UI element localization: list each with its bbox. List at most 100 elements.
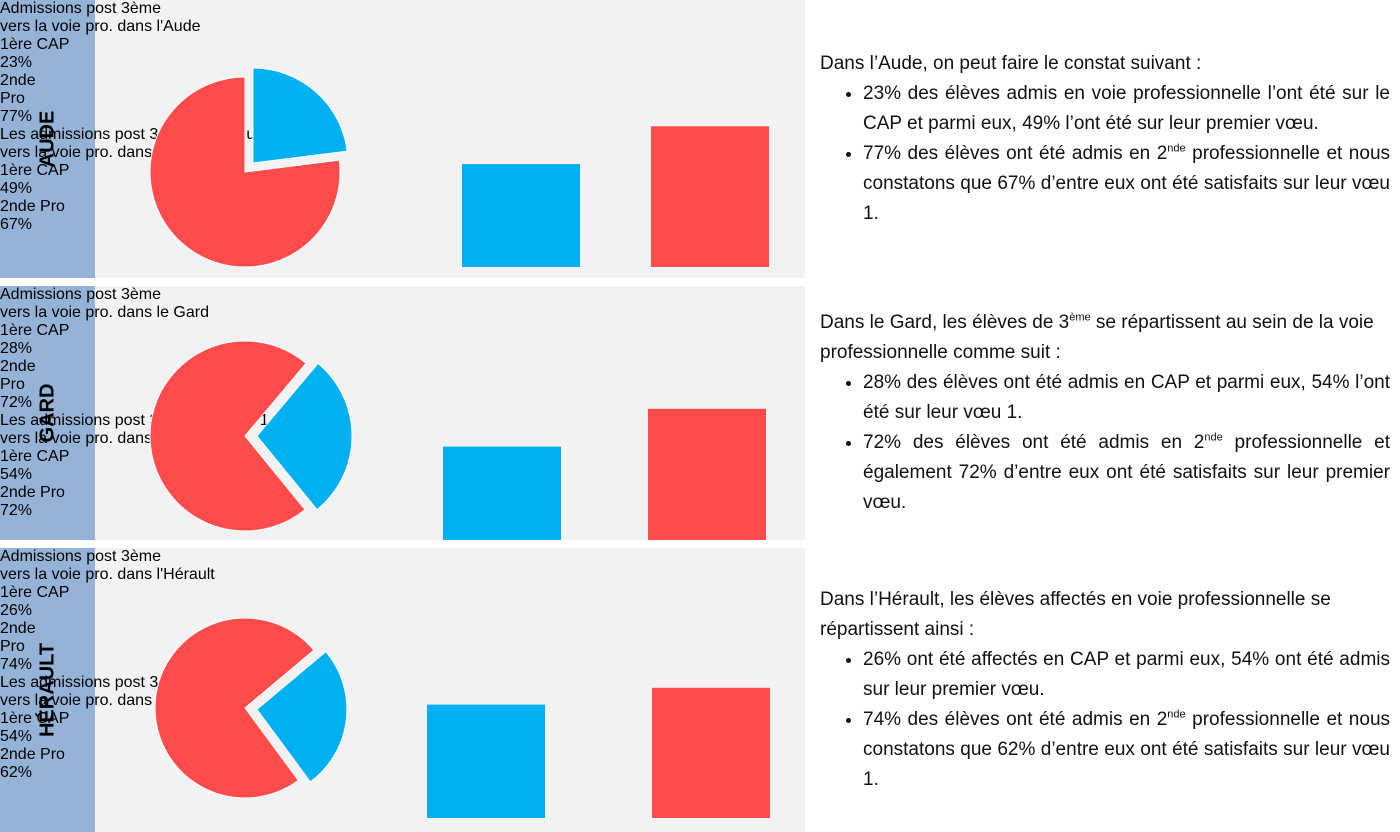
bar — [651, 126, 769, 267]
value-label: 49% — [0, 180, 33, 197]
charts: Admissions post 3ème vers la voie pro. da… — [0, 0, 805, 278]
text-run: se répartissent au sein de la voie profe… — [820, 312, 1374, 363]
text-run: 23% des élèves admis en voie professionn… — [863, 83, 1390, 134]
commentary: Dans l’Hérault, les élèves affectés en v… — [805, 548, 1390, 832]
category-label: 1ère CAP — [0, 448, 70, 465]
chart-title: Admissions post 3ème vers la voie pro. da… — [0, 286, 805, 322]
chart-title-line: vers la voie pro. dans l'Aude — [0, 144, 201, 161]
value-label: 54% — [0, 728, 33, 745]
category-label: 1ère CAP — [0, 584, 70, 601]
category-label: 2nde Pro — [0, 746, 65, 763]
pie-slice — [149, 76, 341, 268]
text-run: 74% des élèves ont été admis en 2 — [863, 709, 1168, 730]
data-label: 1ère CAP 26% — [0, 584, 70, 620]
charts-svg — [154, 617, 770, 818]
chart-title-line: Admissions post 3ème — [0, 0, 161, 17]
category-label: 1ère CAP — [0, 36, 70, 53]
data-label: 2nde Pro 62% — [0, 746, 90, 782]
pie-slice — [256, 650, 348, 783]
data-label: 2nde Pro 72% — [0, 358, 40, 412]
category-label: 1ère CAP — [0, 162, 70, 179]
category-label: 2nde Pro — [0, 198, 65, 215]
pie-slice — [149, 340, 307, 532]
chart-title-line: vers la voie pro. dans l'Hérault — [0, 566, 215, 583]
data-label: 2nde Pro 77% — [0, 72, 40, 126]
intro: Dans l’Hérault, les élèves affectés en v… — [820, 585, 1390, 645]
section-row: AUDE Admissions post 3ème vers la voie pro… — [0, 0, 1400, 278]
pie-slice — [256, 362, 353, 511]
superscript: nde — [1167, 708, 1186, 721]
intro: Dans l’Aude, on peut faire le constat su… — [820, 49, 1390, 79]
chart-title: Admissions post 3ème vers la voie pro. da… — [0, 548, 805, 584]
section-label: GARD — [0, 286, 95, 540]
pie-slice — [154, 617, 315, 799]
pie-slice — [252, 67, 348, 164]
commentary: Dans l’Aude, on peut faire le constat su… — [805, 0, 1390, 278]
value-label: 26% — [0, 602, 33, 619]
value-label: 67% — [0, 216, 33, 233]
text-run: professionnelle et également 72% d’entre… — [863, 432, 1390, 513]
bullet: 77% des élèves ont été admis en 2nde pro… — [863, 139, 1390, 229]
data-label: 1ère CAP 28% — [0, 322, 70, 358]
category-label: 1ère CAP — [0, 322, 70, 339]
text-run: Dans le Gard, les élèves de 3 — [820, 312, 1070, 333]
category-label: 2nde Pro — [0, 484, 65, 501]
bullet: 72% des élèves ont été admis en 2nde pro… — [863, 428, 1390, 518]
category-label: 2nde Pro — [0, 358, 36, 393]
superscript: nde — [1167, 142, 1186, 155]
text-run: 28% des élèves ont été admis en CAP et p… — [863, 372, 1390, 423]
data-label: 2nde Pro 67% — [0, 198, 90, 234]
data-label: 2nde Pro 72% — [0, 484, 90, 520]
text-run: Dans l’Hérault, les élèves affectés en v… — [820, 589, 1331, 640]
value-label: 72% — [0, 394, 33, 411]
text-run: 77% des élèves ont été admis en 2 — [863, 143, 1168, 164]
bar — [443, 446, 561, 540]
chart-title-line: vers la voie pro. dans l'Aude — [0, 18, 201, 35]
text-run: 26% ont été affectés en CAP et parmi eux… — [863, 649, 1390, 700]
data-label: 2nde Pro 74% — [0, 620, 40, 674]
data-label: 1ère CAP 54% — [0, 448, 90, 484]
text-run: professionnelle et nous constatons que 6… — [863, 143, 1391, 224]
text-run: 72% des élèves ont été admis en 2 — [863, 432, 1205, 453]
text-run: professionnelle et nous constatons que 6… — [863, 709, 1391, 790]
superscript: nde — [1204, 431, 1223, 444]
commentary: Dans le Gard, les élèves de 3ème se répa… — [805, 286, 1390, 540]
value-label: 74% — [0, 656, 33, 673]
category-label: 1ère CAP — [0, 710, 70, 727]
chart-title-line: Admissions post 3ème — [0, 548, 161, 565]
chart-title: Admissions post 3ème vers la voie pro. da… — [0, 0, 805, 36]
category-label: 2nde Pro — [0, 620, 36, 655]
bullet-list: 28% des élèves ont été admis en CAP et p… — [805, 368, 1390, 518]
bullet: 74% des élèves ont été admis en 2nde pro… — [863, 705, 1390, 795]
bar — [652, 687, 770, 818]
category-label: 2nde Pro — [0, 72, 36, 107]
value-label: 62% — [0, 764, 33, 781]
section-label: AUDE — [0, 0, 95, 278]
value-label: 54% — [0, 466, 33, 483]
bullet: 23% des élèves admis en voie professionn… — [863, 79, 1390, 139]
data-label: 1ère CAP 23% — [0, 36, 70, 72]
section-label: HÉRAULT — [0, 548, 95, 832]
data-label: 1ère CAP 49% — [0, 162, 90, 198]
charts: Admissions post 3ème vers la voie pro. da… — [0, 548, 805, 832]
bullet: 28% des élèves ont été admis en CAP et p… — [863, 368, 1390, 428]
charts-svg — [149, 67, 769, 268]
value-label: 28% — [0, 340, 33, 357]
bar — [427, 704, 545, 818]
bullet-list: 23% des élèves admis en voie professionn… — [805, 79, 1390, 229]
data-label: 1ère CAP 54% — [0, 710, 90, 746]
bullet: 26% ont été affectés en CAP et parmi eux… — [863, 645, 1390, 705]
bar — [462, 164, 580, 267]
value-label: 77% — [0, 108, 33, 125]
value-label: 72% — [0, 502, 33, 519]
value-label: 23% — [0, 54, 33, 71]
charts-svg — [149, 340, 766, 540]
superscript: ème — [1069, 311, 1091, 324]
section-row: HÉRAULT Admissions post 3ème vers la voie … — [0, 548, 1400, 832]
chart-title-line: vers la voie pro. dans le Gard — [0, 304, 209, 321]
intro: Dans le Gard, les élèves de 3ème se répa… — [820, 308, 1390, 368]
bullet-list: 26% ont été affectés en CAP et parmi eux… — [805, 645, 1390, 795]
bar — [648, 408, 766, 540]
section-row: GARD Admissions post 3ème vers la voie pro… — [0, 286, 1400, 540]
